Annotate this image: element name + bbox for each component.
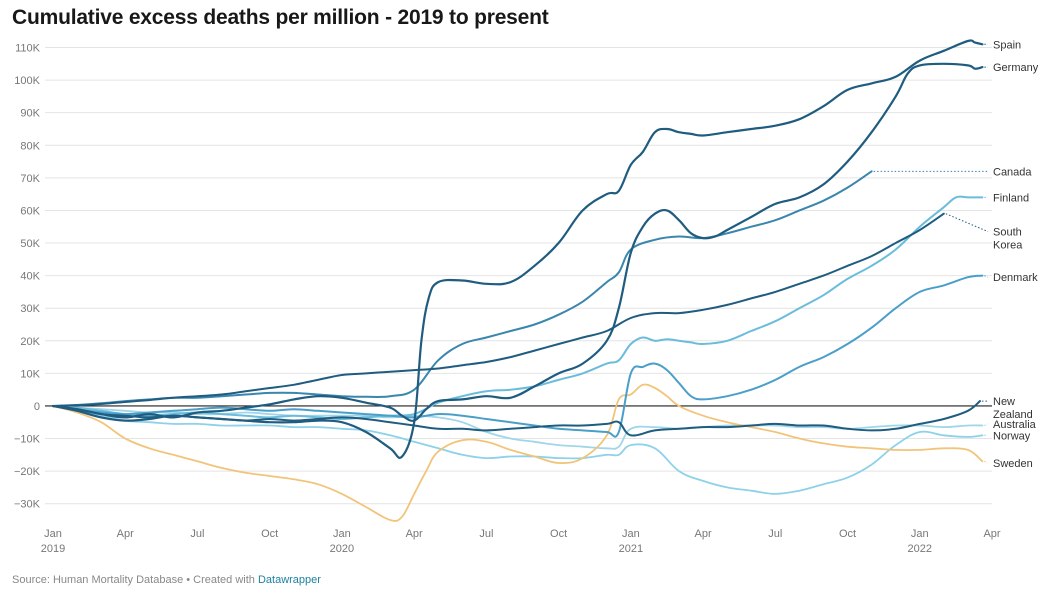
label-leader-sweden (984, 460, 989, 464)
x-tick-label: Oct (839, 528, 856, 540)
y-tick-label: 40K (20, 271, 40, 283)
series-line-south-korea (52, 212, 945, 407)
x-tick-year: 2022 (908, 543, 932, 555)
x-tick-year: 2020 (330, 543, 354, 555)
series-line-denmark (52, 274, 984, 438)
x-tick-label: Apr (117, 528, 134, 540)
series-label-south-korea: South Korea (993, 227, 1023, 252)
x-tick-label: Jul (190, 528, 204, 540)
axis-labels: 110K 100K 90K 80K 70K 60K 50K 40K 30K 20K 10K 0 −10K… (14, 43, 1001, 555)
x-tick-label: Apr (406, 528, 423, 540)
x-tick-year: 2021 (619, 543, 643, 555)
x-tick-label: Jul (479, 528, 493, 540)
series-label-new-zealand: New Zealand (993, 396, 1033, 421)
y-tick-label: 20K (20, 336, 40, 348)
series-label-canada: Canada (993, 166, 1032, 178)
x-tick-label: Jan (911, 528, 929, 540)
y-tick-label: 70K (20, 173, 40, 185)
y-tick-label: 110K (15, 43, 41, 55)
label-leader-south-korea (945, 213, 989, 233)
series-line-sweden (52, 383, 984, 522)
x-tick-label: Jan (622, 528, 640, 540)
y-tick-label: 30K (20, 303, 40, 315)
y-tick-label: 10K (20, 368, 40, 380)
y-tick-label: −30K (14, 499, 41, 511)
x-tick-label: Jul (768, 528, 782, 540)
x-tick-label: Jan (333, 528, 351, 540)
y-tick-label: 60K (20, 205, 40, 217)
x-tick-label: Apr (695, 528, 712, 540)
source-text: Source: Human Mortality Database • Creat… (12, 574, 258, 586)
grid-layer (45, 47, 992, 505)
x-tick-label: Oct (550, 528, 567, 540)
series-label-spain: Spain (993, 39, 1021, 51)
y-tick-label: 90K (20, 108, 40, 120)
label-leader-australia (984, 423, 989, 426)
series-line-canada (52, 170, 873, 407)
x-tick-label: Oct (261, 528, 278, 540)
y-tick-label: 0 (34, 401, 40, 413)
y-tick-label: 80K (20, 140, 40, 152)
source-note: Source: Human Mortality Database • Creat… (12, 574, 321, 586)
series-label-norway: Norway (993, 430, 1031, 442)
series-label-australia: Australia (993, 419, 1037, 431)
label-leader-denmark (984, 275, 989, 278)
y-tick-label: −20K (14, 466, 41, 478)
x-tick-year: 2019 (41, 543, 65, 555)
series-line-germany (51, 62, 984, 422)
series-lines (51, 39, 984, 522)
y-tick-label: 100K (14, 75, 40, 87)
y-tick-label: −10K (14, 434, 41, 446)
series-label-denmark: Denmark (993, 272, 1038, 284)
series-line-new-zealand (52, 400, 981, 437)
series-label-finland: Finland (993, 192, 1029, 204)
x-tick-label: Apr (983, 528, 1000, 540)
series-label-germany: Germany (993, 62, 1039, 74)
chart-title: Cumulative excess deaths per million - 2… (12, 6, 549, 29)
datawrapper-link[interactable]: Datawrapper (257, 574, 321, 586)
x-tick-label: Jan (44, 528, 62, 540)
y-tick-label: 50K (20, 238, 40, 250)
series-label-sweden: Sweden (993, 458, 1033, 470)
series-line-norway (52, 405, 984, 495)
series-line-finland (52, 195, 984, 420)
